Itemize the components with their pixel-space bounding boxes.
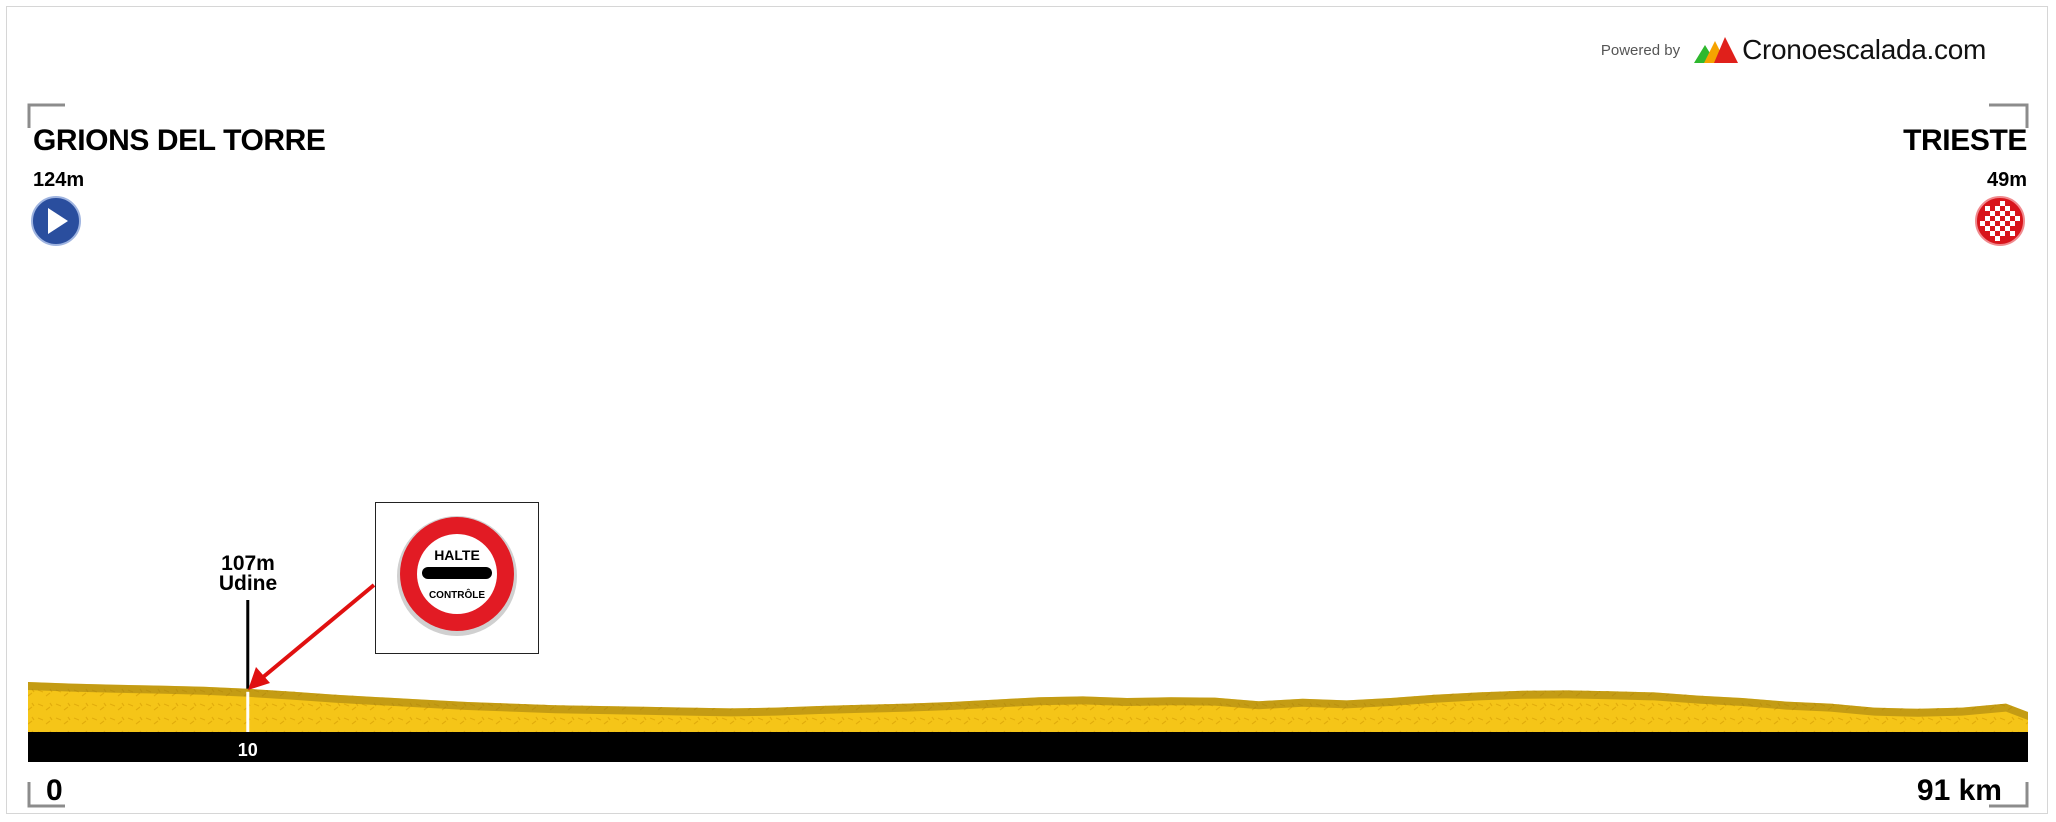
checker-square: [1985, 206, 1990, 211]
checker-square: [2010, 221, 2015, 226]
finish-town: TRIESTE: [1903, 124, 2027, 157]
elevation-texture: [28, 682, 2028, 732]
checker-square: [2010, 231, 2015, 236]
checker-square: [2000, 201, 2005, 206]
checker-square: [2000, 231, 2005, 236]
distance-bar: [28, 732, 2028, 762]
powered-by[interactable]: Powered by Cronoescalada.com: [1601, 34, 1986, 66]
checker-square: [1995, 216, 2000, 221]
axis-end-label: 91 km: [1916, 774, 2002, 807]
checker-square: [2015, 216, 2020, 221]
checker-square: [1990, 221, 1995, 226]
checker-square: [1995, 226, 2000, 231]
start-town: GRIONS DEL TORRE: [33, 124, 326, 157]
start-play-icon: [31, 196, 81, 246]
checker-square: [1990, 211, 1995, 216]
bottom-right-bracket: [1989, 782, 2029, 808]
profile-frame: [6, 6, 2048, 814]
cronoescalada-logo-icon: [1694, 37, 1739, 63]
checker-square: [2000, 211, 2005, 216]
checker-square: [2005, 226, 2010, 231]
checker-square: [2010, 211, 2015, 216]
checker-square: [2005, 216, 2010, 221]
sign-text-top: HALTE: [434, 547, 480, 563]
bottom-left-bracket: [27, 782, 65, 808]
waypoint-name: Udine: [218, 572, 278, 595]
checker-square: [1990, 231, 1995, 236]
checker-square: [2005, 206, 2010, 211]
checker-square: [2000, 221, 2005, 226]
halte-controle-sign: HALTE CONTRÔLE: [375, 502, 539, 654]
halte-controle-sign-icon: HALTE CONTRÔLE: [397, 516, 517, 636]
elevation-ridge-shade: [28, 682, 2028, 720]
top-right-bracket: [1989, 103, 2029, 128]
start-altitude: 124m: [33, 169, 85, 191]
checker-square: [1995, 206, 2000, 211]
brand-name: Cronoescalada.com: [1742, 34, 1986, 65]
powered-by-label: Powered by: [1600, 41, 1681, 59]
sign-pointer-arrow: [248, 583, 376, 690]
finish-checkered-icon: [1975, 196, 2025, 246]
top-left-bracket: [27, 103, 65, 128]
checker-square: [1980, 221, 1985, 226]
waypoint-label: 107m Udine: [198, 552, 298, 595]
waypoint-km-label: 10: [238, 740, 258, 760]
checker-square: [1985, 226, 1990, 231]
axis-start-label: 0: [46, 774, 63, 807]
finish-altitude: 49m: [1986, 169, 2027, 191]
sign-text-bottom: CONTRÔLE: [429, 588, 485, 601]
checker-square: [1995, 236, 2000, 241]
elevation-area: [28, 682, 2028, 732]
waypoint-altitude: 107m: [221, 552, 275, 575]
checker-square: [1985, 216, 1990, 221]
